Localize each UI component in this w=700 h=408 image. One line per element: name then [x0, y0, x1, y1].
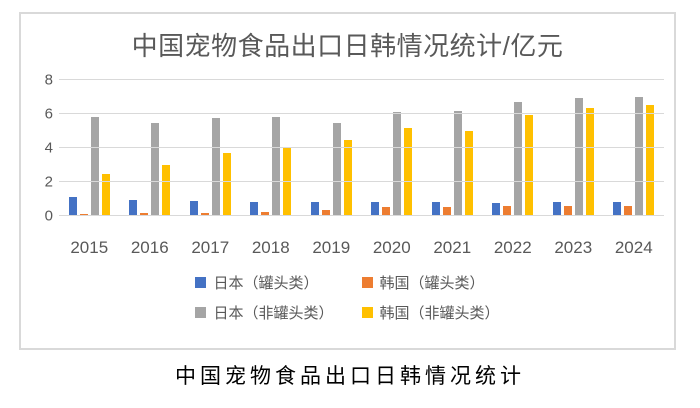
legend-marker-korea-canned [361, 277, 373, 288]
x-tick-label-2024: 2024 [614, 238, 653, 257]
bar-group-2018 [241, 80, 302, 216]
plot-area [59, 79, 664, 216]
bar-korea-canned-2022 [503, 205, 512, 216]
legend-item-korea-canned: 韩国（罐头类） [361, 272, 485, 293]
x-tick-label-2018: 2018 [251, 238, 290, 257]
bar-korea-noncanned-2018 [283, 148, 292, 216]
bar-korea-canned-2019 [321, 210, 330, 216]
x-tick-label-2023: 2023 [554, 238, 593, 257]
bar-korea-noncanned-2023 [585, 108, 594, 216]
bar-group-2023 [543, 80, 604, 216]
gridline-6 [59, 113, 664, 114]
bar-group-2020 [362, 80, 423, 216]
bar-japan-canned-2022 [492, 203, 501, 216]
bar-japan-canned-2015 [68, 197, 77, 216]
bar-japan-noncanned-2017 [211, 118, 220, 216]
bar-group-2022 [483, 80, 544, 216]
gridline-8 [59, 79, 664, 80]
bar-korea-canned-2018 [261, 211, 270, 216]
bar-japan-noncanned-2020 [393, 112, 402, 216]
y-tick-label-0: 0 [44, 207, 53, 225]
bar-japan-noncanned-2021 [453, 110, 462, 216]
chart-title: 中国宠物食品出口日韩情况统计/亿元 [131, 31, 564, 61]
bar-japan-canned-2024 [613, 202, 622, 216]
legend-label-korea-canned: 韩国（罐头类） [379, 275, 485, 292]
gridline-0 [59, 215, 664, 216]
x-tick-label-2017: 2017 [191, 238, 230, 257]
bar-japan-canned-2023 [552, 202, 561, 216]
y-tick-label-6: 6 [44, 105, 53, 123]
bar-group-2017 [180, 80, 241, 216]
chart-frame: 中国宠物食品出口日韩情况统计/亿元 0 2 4 6 8 2015 2016 2017 2018… [19, 12, 676, 350]
bar-korea-noncanned-2021 [464, 131, 473, 216]
x-tick-label-2022: 2022 [493, 238, 532, 257]
legend-label-japan-noncanned: 日本（非罐头类） [213, 305, 334, 322]
bar-korea-canned-2020 [382, 206, 391, 216]
x-axis: 2015 2016 2017 2018 2019 2020 2021 2022 2023 2024 [59, 238, 664, 258]
bar-korea-noncanned-2020 [404, 128, 413, 216]
bar-japan-noncanned-2015 [90, 117, 99, 216]
y-tick-label-4: 4 [44, 139, 53, 157]
x-tick-label-2020: 2020 [372, 238, 411, 257]
bar-japan-noncanned-2018 [272, 117, 281, 216]
legend-label-korea-noncanned: 韩国（非罐头类） [379, 305, 500, 322]
y-tick-label-2: 2 [44, 173, 53, 191]
legend: 日本（罐头类） 韩国（罐头类） 日本（非罐头类） 韩国（非罐头类） [21, 272, 674, 323]
y-tick-label-8: 8 [44, 71, 53, 89]
bar-korea-canned-2023 [563, 205, 572, 216]
bar-group-2021 [422, 80, 483, 216]
bar-japan-canned-2020 [371, 201, 380, 216]
legend-marker-korea-noncanned [361, 307, 373, 318]
y-axis: 0 2 4 6 8 [27, 73, 53, 224]
bar-japan-noncanned-2022 [514, 102, 523, 216]
bar-groups-container [59, 80, 664, 216]
bar-japan-noncanned-2024 [635, 97, 644, 216]
legend-marker-japan-noncanned [195, 307, 207, 318]
bar-korea-canned-2017 [200, 212, 209, 216]
gridline-2 [59, 181, 664, 182]
x-tick-label-2021: 2021 [433, 238, 472, 257]
bar-japan-noncanned-2023 [574, 97, 583, 216]
bar-japan-canned-2018 [250, 202, 259, 216]
bar-korea-canned-2021 [442, 206, 451, 216]
x-tick-label-2019: 2019 [312, 238, 351, 257]
bar-korea-canned-2024 [624, 205, 633, 216]
x-tick-label-2016: 2016 [130, 238, 169, 257]
bar-group-2024 [604, 80, 665, 216]
gridline-4 [59, 147, 664, 148]
bar-korea-noncanned-2017 [222, 153, 231, 216]
bar-korea-noncanned-2019 [343, 139, 352, 216]
legend-label-japan-canned: 日本（罐头类） [213, 275, 319, 292]
bar-korea-noncanned-2022 [525, 114, 534, 216]
bar-japan-canned-2017 [189, 200, 198, 216]
x-tick-label-2015: 2015 [70, 238, 109, 257]
legend-marker-japan-canned [195, 277, 207, 288]
bar-group-2016 [120, 80, 181, 216]
bar-korea-noncanned-2024 [646, 104, 655, 216]
bar-group-2019 [301, 80, 362, 216]
bar-korea-noncanned-2015 [101, 174, 110, 216]
bar-japan-canned-2021 [431, 202, 440, 216]
legend-item-japan-canned: 日本（罐头类） [195, 272, 319, 293]
caption: 中国宠物食品出口日韩情况统计 [175, 364, 525, 388]
bar-japan-canned-2016 [129, 199, 138, 216]
bar-korea-canned-2016 [140, 213, 149, 216]
bar-group-2015 [59, 80, 120, 216]
bar-japan-noncanned-2016 [151, 122, 160, 216]
legend-item-korea-noncanned: 韩国（非罐头类） [361, 302, 500, 323]
bar-japan-canned-2019 [310, 202, 319, 216]
bar-korea-noncanned-2016 [162, 165, 171, 216]
legend-item-japan-noncanned: 日本（非罐头类） [195, 302, 334, 323]
bar-japan-noncanned-2019 [332, 122, 341, 216]
